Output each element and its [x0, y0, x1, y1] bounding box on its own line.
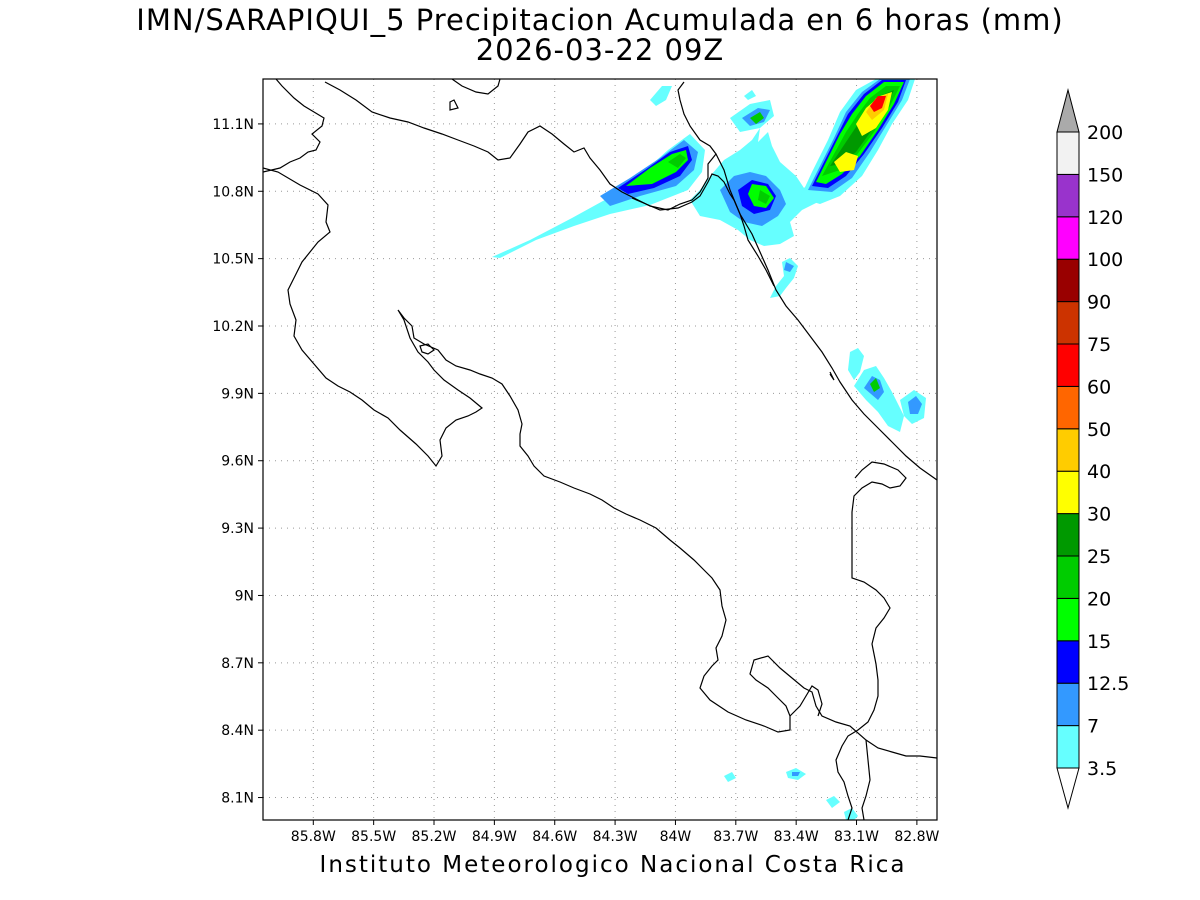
rain-area-lightblue [908, 396, 922, 414]
lat-tick-label: 9N [235, 588, 254, 604]
colorbar-label: 20 [1087, 588, 1111, 610]
map-frame [263, 79, 937, 820]
lon-tick-label: 85.5W [351, 829, 396, 845]
colorbar-label: 12.5 [1087, 673, 1129, 695]
colorbar-label: 7 [1087, 716, 1099, 738]
coastlines-borders [263, 79, 937, 820]
lon-tick-label: 83.7W [713, 829, 758, 845]
longitude-axis: 85.8W 85.5W 85.2W 84.9W 84.6W 84.3W 84W 83.7W 83… [291, 820, 940, 845]
rain-area-green [750, 112, 764, 124]
colorbar-swatch [1056, 428, 1080, 472]
rain-area-lightblue [784, 262, 794, 272]
lake-island [449, 99, 459, 111]
colorbar-swatch [1056, 640, 1080, 684]
lon-tick-label: 84.9W [472, 829, 517, 845]
precipitation-field [492, 79, 926, 820]
lon-tick-label: 85.8W [291, 829, 336, 845]
colorbar: 3.5 7 12.5 15 20 25 30 40 50 60 75 90 100 120 150 200 [1056, 88, 1129, 810]
rain-area-cyan-top [650, 86, 672, 106]
colorbar-label: 3.5 [1087, 758, 1117, 780]
colorbar-label: 25 [1087, 546, 1111, 568]
pacific-coastline [263, 167, 871, 820]
lake-nicaragua-shore [324, 81, 717, 211]
colorbar-label: 50 [1087, 419, 1111, 441]
colorbar-arrow-high [1056, 88, 1080, 133]
colorbar-arrow-low [1056, 767, 1080, 810]
caribbean-coastline [715, 153, 937, 481]
rain-area-cyan [848, 348, 864, 380]
lat-tick-label: 9.6N [221, 454, 254, 470]
lon-tick-label: 83.1W [834, 829, 879, 845]
lake-nicaragua-north [451, 79, 501, 95]
colorbar-swatch [1056, 555, 1080, 599]
lat-tick-label: 8.4N [221, 723, 254, 739]
colorbar-swatch [1056, 597, 1080, 642]
colorbar-swatch [1056, 343, 1080, 387]
panama-pacific-coast [865, 739, 937, 759]
latitude-axis: 8.1N 8.4N 8.7N 9N 9.3N 9.6N 9.9N 10.2N 10.5N 10.8… [212, 117, 263, 807]
osa-peninsula [789, 685, 823, 717]
border-costa-rica-panama [829, 371, 835, 381]
rain-area-yellow [834, 152, 858, 172]
rain-area-lightblue [792, 772, 800, 776]
lat-tick-label: 9.3N [221, 521, 254, 537]
colorbar-label: 200 [1087, 122, 1123, 144]
colorbar-swatch [1056, 258, 1080, 303]
lon-tick-label: 84.3W [593, 829, 638, 845]
colorbar-swatch [1056, 725, 1080, 769]
footer-credit: Instituto Meteorologico Nacional Costa R… [319, 852, 907, 878]
colorbar-label: 150 [1087, 164, 1123, 186]
colorbar-swatch [1056, 173, 1080, 218]
panama-border [835, 461, 907, 820]
lat-lon-grid [263, 79, 937, 820]
colorbar-swatch [1056, 131, 1080, 175]
rain-area-cyan [854, 366, 904, 432]
lon-tick-label: 82.8W [894, 829, 939, 845]
map-title: IMN/SARAPIQUI_5 Precipitacion Acumulada … [136, 3, 1064, 37]
colorbar-label: 40 [1087, 461, 1111, 483]
colorbar-label: 75 [1087, 334, 1111, 356]
rain-area-darkgreen [668, 154, 686, 168]
rain-area-cyan [724, 772, 736, 782]
colorbar-swatch [1056, 513, 1080, 557]
lat-tick-label: 10.8N [212, 184, 254, 200]
lon-tick-label: 83.4W [774, 829, 819, 845]
nicoya-island [419, 343, 435, 355]
colorbar-swatch [1056, 470, 1080, 515]
lon-tick-label: 84.6W [532, 829, 577, 845]
colorbar-label: 15 [1087, 631, 1111, 653]
rain-area-cyan [844, 808, 858, 820]
lat-tick-label: 8.7N [221, 656, 254, 672]
colorbar-swatch [1056, 385, 1080, 430]
lat-tick-label: 9.9N [221, 386, 254, 402]
lat-tick-label: 8.1N [221, 791, 254, 807]
rain-area-green [870, 378, 880, 392]
lon-tick-label: 84W [660, 829, 692, 845]
lat-tick-label: 11.1N [212, 117, 254, 133]
lat-tick-label: 10.2N [212, 319, 254, 335]
pacific-coastline-tip [263, 79, 325, 173]
colorbar-label: 120 [1087, 207, 1123, 229]
colorbar-swatch [1056, 216, 1080, 260]
colorbar-label: 100 [1087, 249, 1123, 271]
rain-area-darkgreen [758, 190, 770, 204]
map-frame-border [262, 78, 938, 821]
colorbar-swatch [1056, 682, 1080, 727]
colorbar-label: 60 [1087, 376, 1111, 398]
colorbar-label: 90 [1087, 292, 1111, 314]
rain-area-red [870, 96, 886, 112]
rain-area-cyan [744, 90, 756, 100]
border-nicaragua-costa-rica [631, 173, 775, 287]
rain-area-cyan [826, 796, 840, 808]
map-date: 2026-03-22 09Z [475, 33, 725, 67]
lat-tick-label: 10.5N [212, 252, 254, 268]
colorbar-label: 30 [1087, 504, 1111, 526]
colorbar-swatch [1056, 301, 1080, 345]
lon-tick-label: 85.2W [412, 829, 457, 845]
